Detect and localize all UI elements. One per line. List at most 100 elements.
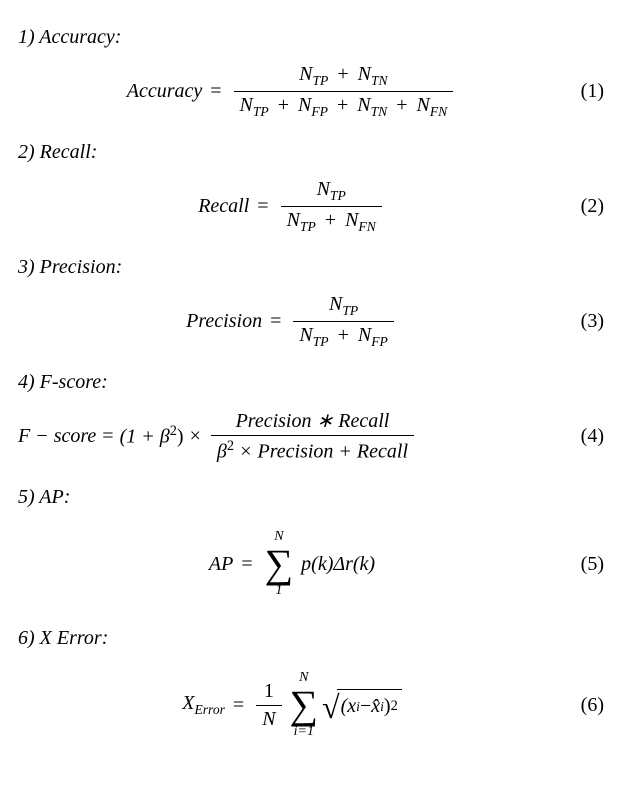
equation-xerror: XError = 1 N N ∑ i=1 √ (xi − x̂i)2	[18, 660, 604, 750]
equation-accuracy: Accuracy = NTP + NTN NTP + NFP + NTN + N…	[18, 59, 604, 123]
sub-FP: FP	[311, 104, 328, 119]
xerror-lhs: XError	[182, 692, 225, 718]
equation-fscore-body: F − score = (1 + β2) × Precision ∗ Recal…	[18, 406, 566, 466]
precision-numerator: NTP	[323, 291, 364, 321]
equation-number-4: (4)	[566, 425, 604, 448]
sym-N: N	[358, 324, 371, 346]
sub-FN: FN	[358, 219, 375, 234]
squared: 2	[227, 438, 234, 454]
sum-lower: 1	[275, 584, 282, 598]
fscore-den-rest: × Precision + Recall	[234, 441, 408, 463]
heading-xerror: 6) X Error:	[18, 627, 604, 650]
open-paren-x: (x	[341, 695, 357, 718]
equation-recall: Recall = NTP NTP + NFN (2)	[18, 174, 604, 238]
equation-ap: AP = N ∑ 1 p(k)Δr(k) (5)	[18, 519, 604, 609]
summation: N ∑ 1	[265, 530, 294, 598]
fscore-fraction: Precision ∗ Recall β2 × Precision + Reca…	[211, 406, 414, 466]
equations-panel: 1) Accuracy: Accuracy = NTP + NTN NTP + …	[0, 0, 632, 785]
sub-TN: TN	[371, 104, 388, 119]
equals-sign: =	[270, 310, 281, 333]
squared: 2	[170, 423, 177, 439]
accuracy-numerator: NTP + NTN	[293, 61, 393, 91]
equation-fscore: F − score = (1 + β2) × Precision ∗ Recal…	[18, 404, 604, 468]
recall-numerator: NTP	[311, 176, 352, 206]
sym-N: N	[240, 94, 253, 116]
precision-lhs: Precision	[186, 310, 262, 333]
sub-TP: TP	[253, 104, 269, 119]
sub-TP: TP	[342, 303, 358, 318]
fscore-coeff: (1 + β2)	[120, 423, 184, 449]
x-hat: x̂	[371, 695, 380, 718]
coeff-open: (1 + β	[120, 426, 170, 448]
plus-sign: +	[325, 209, 336, 231]
sub-TN: TN	[371, 73, 388, 88]
recall-denominator: NTP + NFN	[281, 207, 382, 237]
heading-recall: 2) Recall:	[18, 141, 604, 164]
sym-N: N	[329, 293, 342, 315]
sum-lower: i=1	[294, 725, 314, 739]
equation-ap-body: AP = N ∑ 1 p(k)Δr(k)	[18, 530, 566, 598]
fscore-numerator: Precision ∗ Recall	[230, 406, 396, 435]
equals-sign: =	[233, 694, 244, 717]
sub-FP: FP	[371, 334, 388, 349]
equation-number-5: (5)	[566, 553, 604, 576]
fscore-denominator: β2 × Precision + Recall	[211, 436, 414, 466]
sym-N: N	[287, 209, 300, 231]
heading-ap: 5) AP:	[18, 486, 604, 509]
precision-fraction: NTP NTP + NFP	[293, 291, 393, 352]
sym-N: N	[357, 94, 370, 116]
sym-X: X	[182, 692, 194, 714]
squared: 2	[391, 698, 398, 715]
recall-fraction: NTP NTP + NFN	[281, 176, 382, 237]
numer-one: 1	[258, 678, 280, 705]
precision-denominator: NTP + NFP	[293, 322, 393, 352]
sub-TP: TP	[300, 219, 316, 234]
heading-fscore: 4) F-score:	[18, 371, 604, 394]
sym-N: N	[299, 63, 312, 85]
equation-recall-body: Recall = NTP NTP + NFN	[18, 176, 566, 237]
sym-N: N	[299, 324, 312, 346]
beta: β	[217, 441, 227, 463]
sigma-icon: ∑	[265, 544, 294, 584]
times-sign: ×	[190, 425, 201, 448]
heading-precision: 3) Precision:	[18, 256, 604, 279]
sigma-icon: ∑	[290, 685, 319, 725]
ap-lhs: AP	[209, 553, 233, 576]
plus-sign: +	[278, 94, 289, 116]
minus-sign: −	[360, 695, 371, 718]
sub-FN: FN	[430, 104, 447, 119]
equation-number-2: (2)	[566, 195, 604, 218]
plus-sign: +	[337, 94, 348, 116]
sub-TP: TP	[313, 334, 329, 349]
sym-N: N	[417, 94, 430, 116]
sub-error: Error	[194, 702, 224, 717]
equation-precision: Precision = NTP NTP + NFP (3)	[18, 289, 604, 353]
coeff-close: )	[177, 426, 184, 448]
one-over-n: 1 N	[256, 678, 281, 733]
sub-TP: TP	[312, 73, 328, 88]
equals-sign: =	[241, 553, 252, 576]
denom-N: N	[256, 706, 281, 733]
equation-accuracy-body: Accuracy = NTP + NTN NTP + NFP + NTN + N…	[18, 61, 566, 122]
close-paren: )	[384, 695, 391, 718]
equation-precision-body: Precision = NTP NTP + NFP	[18, 291, 566, 352]
sqrt-icon: √	[322, 691, 340, 723]
sym-N: N	[298, 94, 311, 116]
equation-number-1: (1)	[566, 80, 604, 103]
sym-N: N	[317, 178, 330, 200]
plus-sign: +	[337, 63, 348, 85]
summation: N ∑ i=1	[290, 671, 319, 739]
ap-term: p(k)Δr(k)	[301, 553, 375, 576]
fscore-lhs: F − score	[18, 425, 96, 448]
sym-N: N	[358, 63, 371, 85]
equals-sign: =	[102, 425, 113, 448]
equals-sign: =	[257, 195, 268, 218]
recall-lhs: Recall	[198, 195, 249, 218]
sqrt-body: (xi − x̂i)2	[337, 689, 402, 721]
equation-xerror-body: XError = 1 N N ∑ i=1 √ (xi − x̂i)2	[18, 671, 566, 739]
sym-N: N	[345, 209, 358, 231]
equals-sign: =	[210, 80, 221, 103]
equation-number-3: (3)	[566, 310, 604, 333]
square-root: √ (xi − x̂i)2	[322, 689, 402, 721]
heading-accuracy: 1) Accuracy:	[18, 26, 604, 49]
